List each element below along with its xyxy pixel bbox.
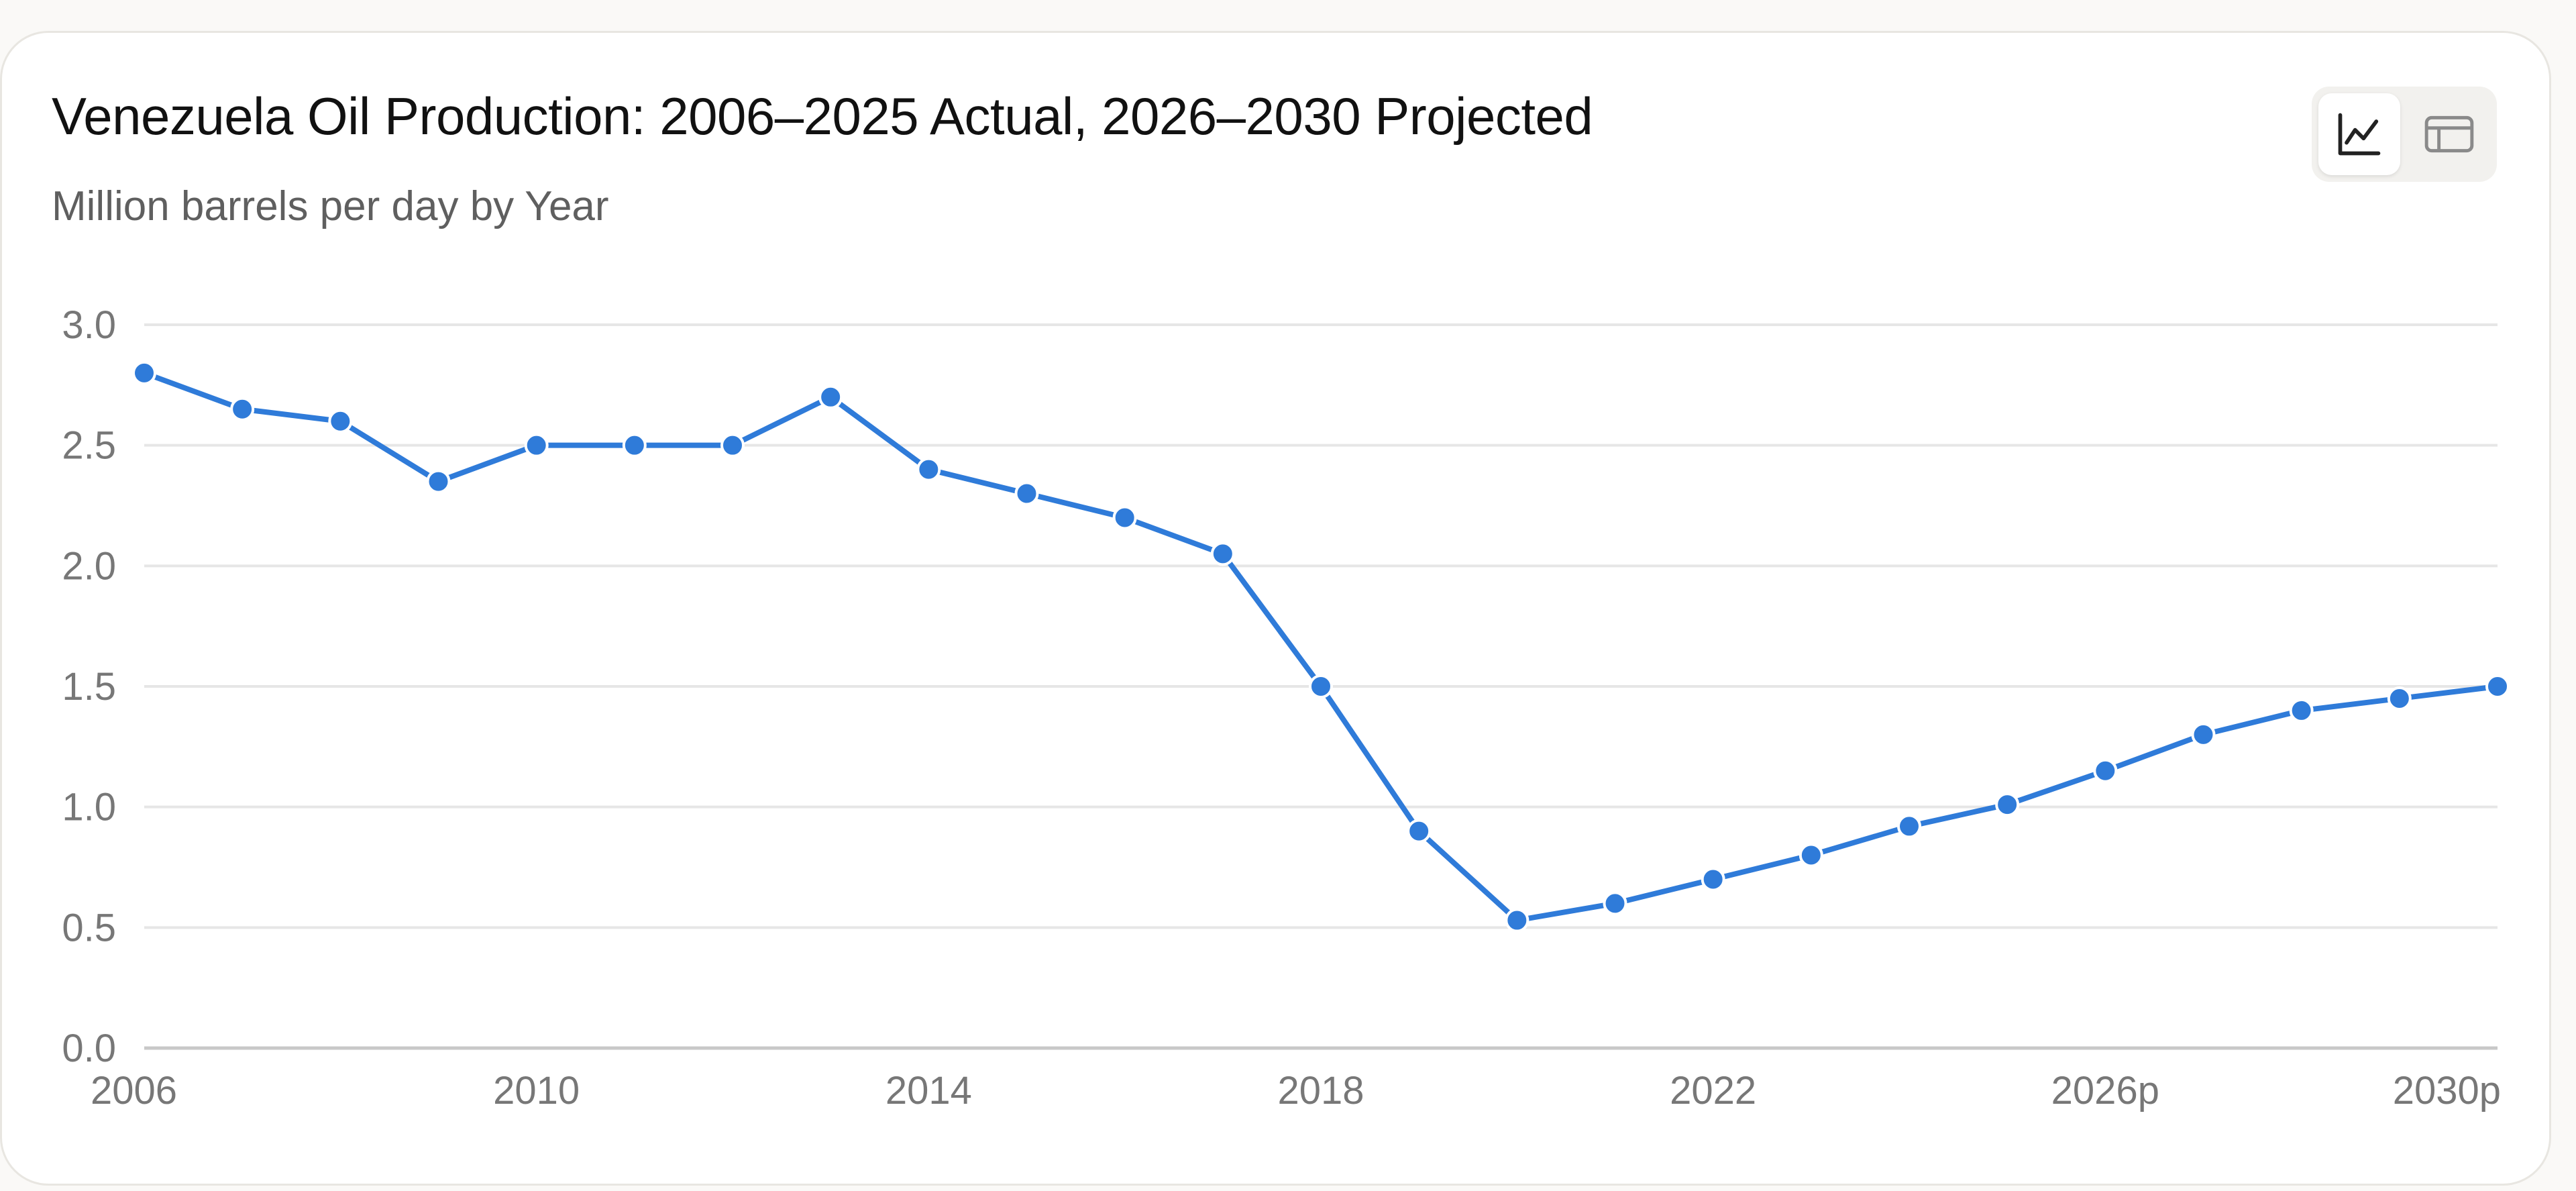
table-view-button[interactable] [2408,93,2490,175]
data-point[interactable] [1112,505,1137,530]
y-axis: 0.0 0.5 1.0 1.5 2.0 2.5 3.0 [62,303,116,1070]
data-point[interactable] [1407,819,1432,843]
data-point[interactable] [2289,698,2314,723]
data-point[interactable] [328,409,353,433]
data-point[interactable] [426,469,451,494]
data-point[interactable] [1701,867,1725,892]
x-tick-label: 2026p [2051,1069,2159,1112]
data-point[interactable] [916,457,941,482]
data-point[interactable] [2387,686,2412,711]
data-point[interactable] [2191,722,2216,747]
data-point[interactable] [1014,481,1039,506]
y-tick-label: 1.0 [62,786,116,829]
chart-view-button[interactable] [2318,93,2400,175]
data-point[interactable] [720,433,745,458]
x-tick-label: 2030p [2393,1069,2501,1112]
y-tick-label: 1.5 [62,665,116,709]
series [132,360,2510,933]
x-tick-label: 2010 [493,1069,580,1112]
data-point[interactable] [1210,541,1235,566]
line-chart-icon [2338,113,2381,156]
y-tick-label: 3.0 [62,303,116,347]
y-tick-label: 0.5 [62,906,116,949]
data-point[interactable] [230,397,255,421]
view-toggle [2312,87,2497,182]
chart-subtitle: Million barrels per day by Year [52,183,609,229]
y-tick-label: 0.0 [62,1027,116,1070]
data-point[interactable] [1897,814,1921,839]
data-point[interactable] [524,433,549,458]
series-line [142,370,2500,923]
x-tick-label: 2006 [91,1069,177,1112]
data-point[interactable] [818,384,843,409]
data-point[interactable] [132,360,156,385]
x-tick-label: 2014 [885,1069,972,1112]
data-point[interactable] [1603,891,1627,916]
data-point[interactable] [1505,908,1529,933]
y-tick-label: 2.5 [62,424,116,468]
y-tick-label: 2.0 [62,544,116,588]
chart-card [0,31,2551,1186]
data-point[interactable] [2093,758,2118,783]
x-axis: 2006 2010 2014 2018 2022 2026p 2030p [91,1069,2501,1112]
x-tick-label: 2018 [1277,1069,1364,1112]
data-point[interactable] [2485,674,2510,698]
chart-title: Venezuela Oil Production: 2006–2025 Actu… [52,87,1593,146]
data-point[interactable] [1799,843,1823,868]
x-tick-label: 2022 [1670,1069,1756,1112]
data-point[interactable] [1309,674,1333,698]
data-point[interactable] [1995,792,2020,817]
data-point[interactable] [622,433,647,458]
table-icon [2424,115,2474,153]
